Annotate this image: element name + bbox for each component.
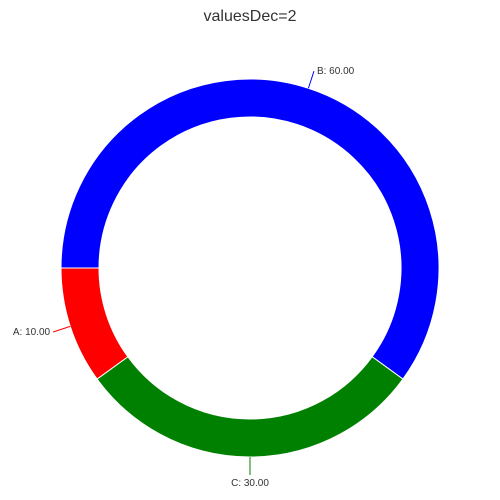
slice-label-b: B: 60.00 <box>317 66 355 77</box>
slice-c[interactable] <box>96 356 404 458</box>
leader-line-a <box>52 325 71 333</box>
leader-line-b <box>307 70 315 89</box>
slice-label-a: A: 10.00 <box>13 327 51 338</box>
slice-b[interactable] <box>60 78 440 380</box>
slice-a[interactable] <box>60 267 129 380</box>
chart-title: valuesDec=2 <box>203 8 297 25</box>
slice-label-c: C: 30.00 <box>231 478 269 489</box>
